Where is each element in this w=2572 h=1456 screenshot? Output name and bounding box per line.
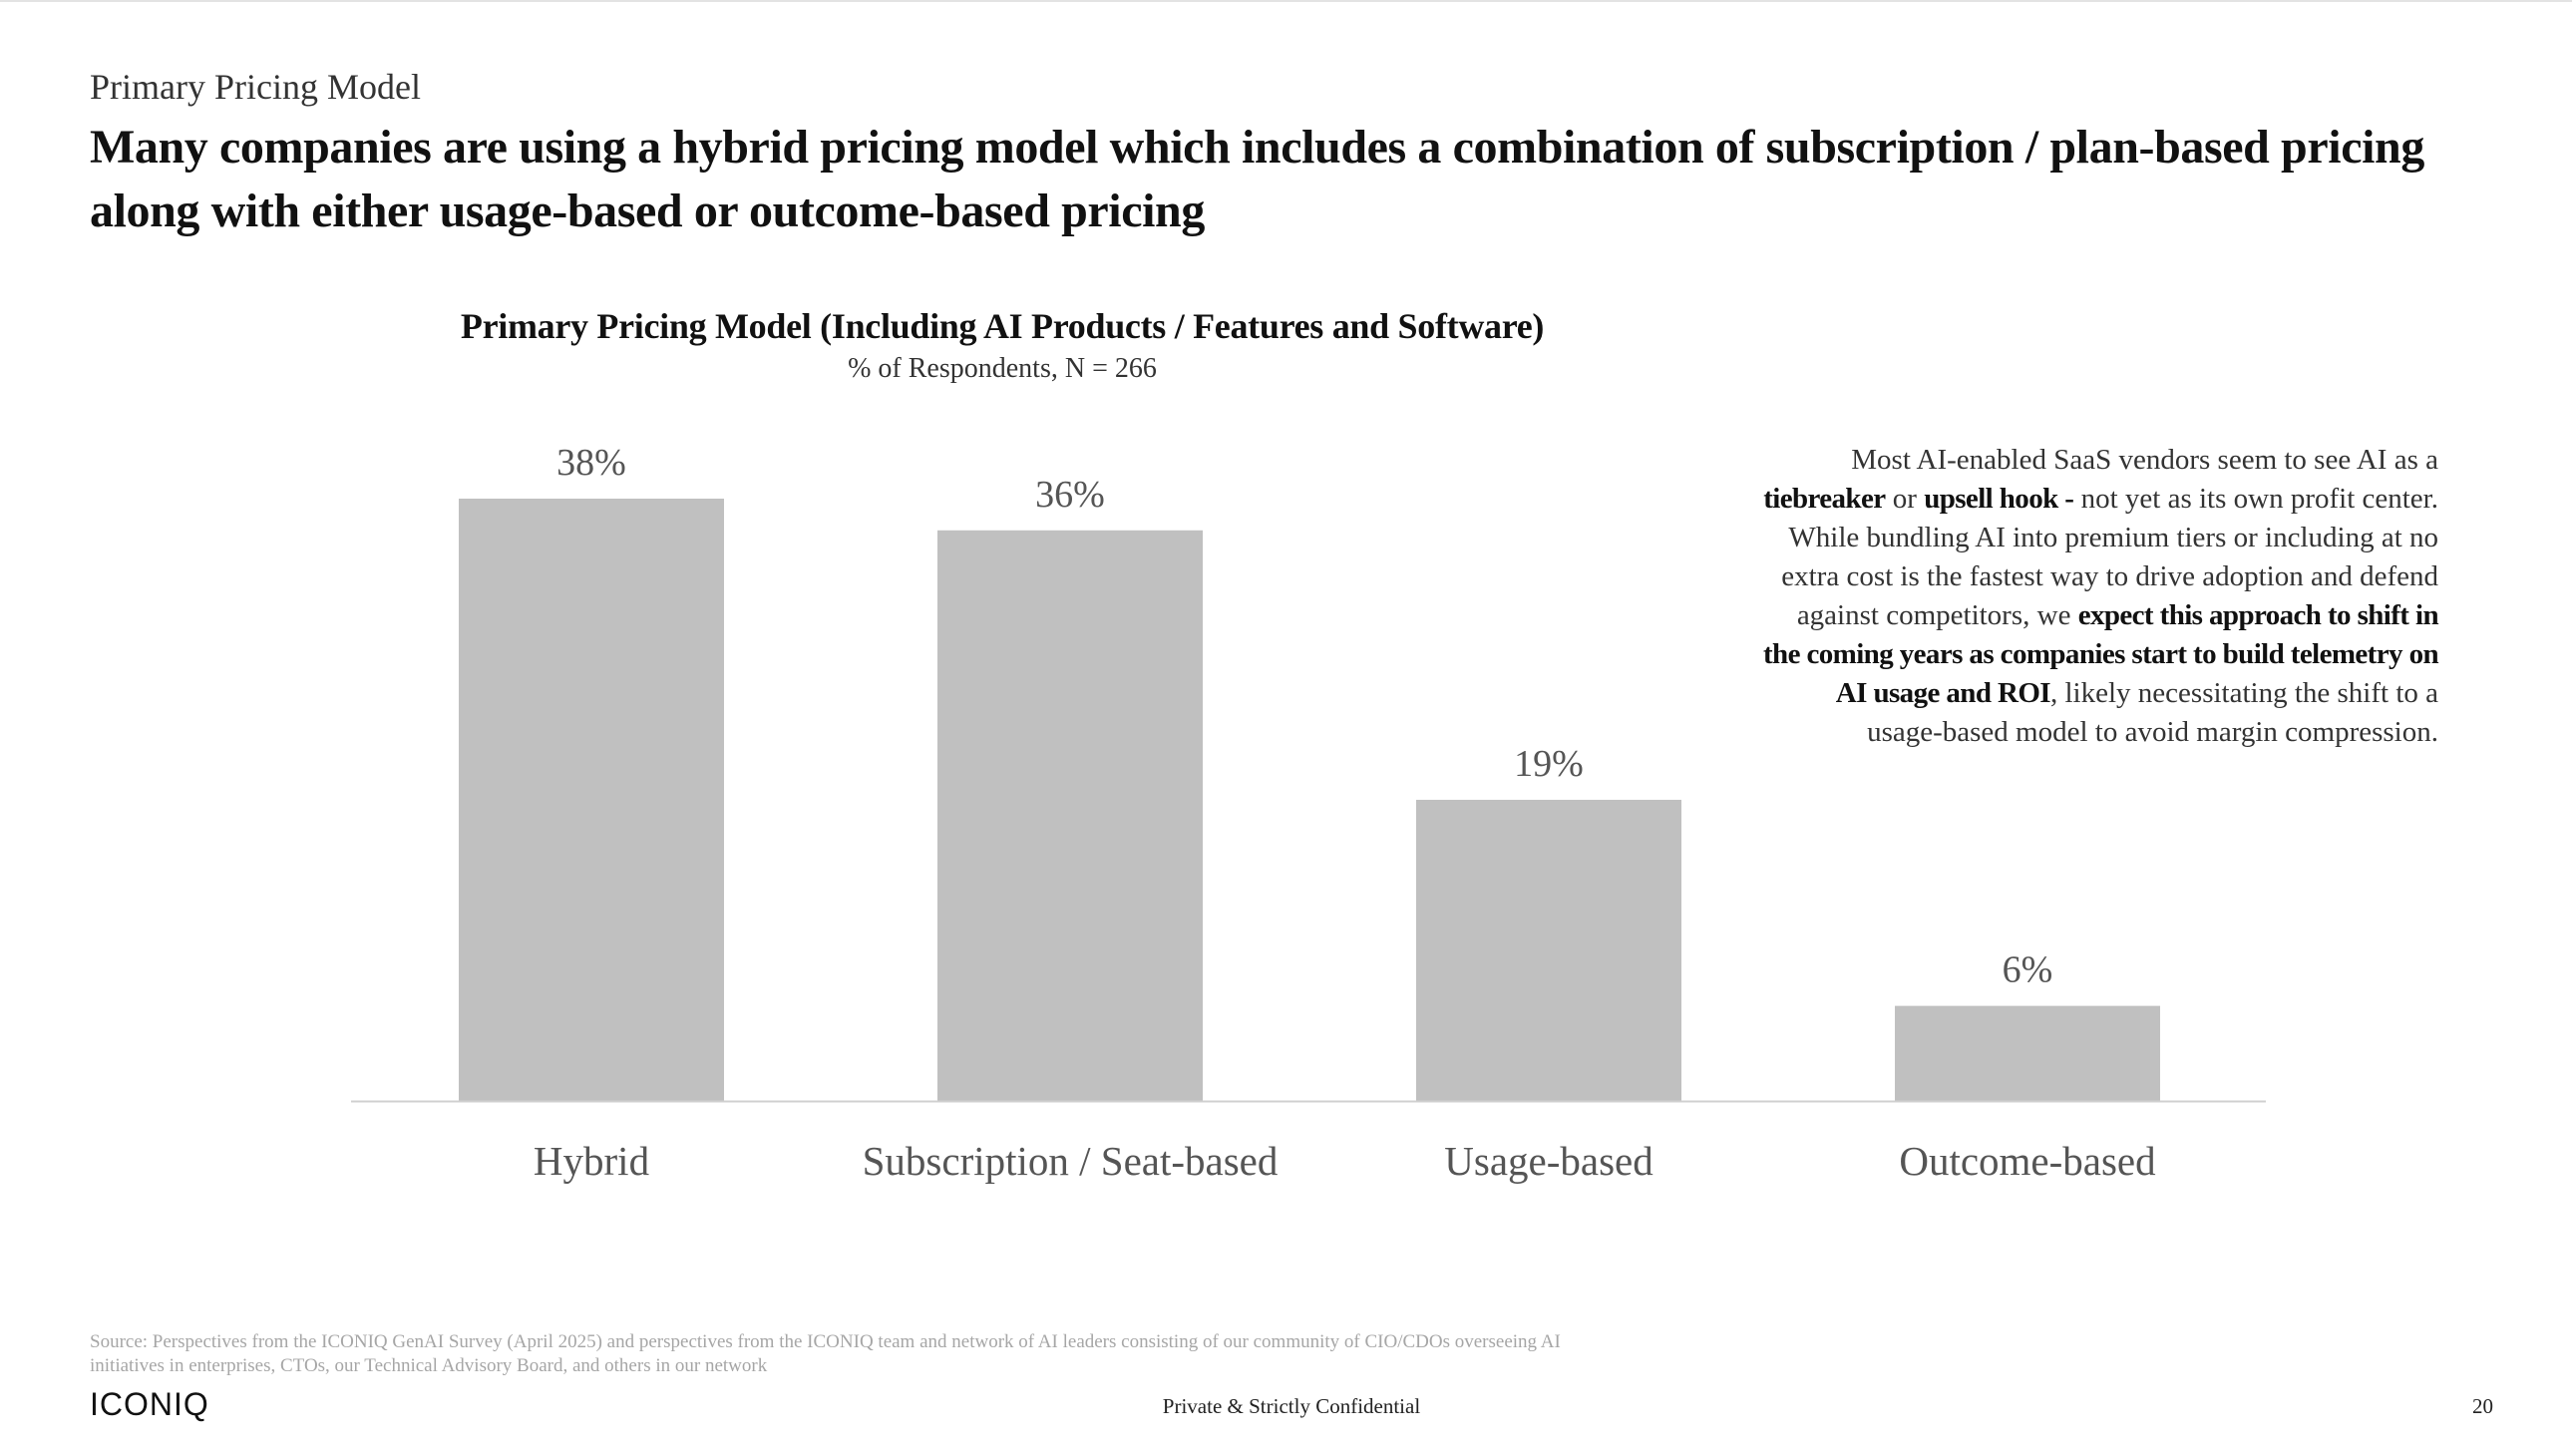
category-label: Hybrid [534, 1138, 649, 1184]
bar-usage-based [1416, 800, 1681, 1101]
source-note: Source: Perspectives from the ICONIQ Gen… [90, 1331, 1561, 1376]
chart-title: Primary Pricing Model (Including AI Prod… [460, 306, 1545, 346]
section-label: Primary Pricing Model [90, 67, 421, 107]
callout-text-3: not yet as its own profit center. While … [1781, 483, 2438, 631]
value-label: 36% [1035, 474, 1105, 516]
page-number: 20 [2472, 1394, 2493, 1418]
callout-bold-1: tiebreaker [1763, 483, 1886, 515]
callout-text-4: , likely necessitating the shift to a us… [1867, 677, 2438, 748]
iconiq-logo: ICONIQ [90, 1386, 209, 1422]
bar-outcome-based [1895, 1005, 2160, 1101]
callout-text-1: Most AI-enabled SaaS vendors seem to see… [1851, 444, 2438, 476]
category-label: Usage-based [1444, 1138, 1653, 1184]
slide-headline: Many companies are using a hybrid pricin… [90, 121, 2424, 237]
callout-text: Most AI-enabled SaaS vendors seem to see… [1755, 441, 2439, 752]
bar-hybrid [459, 499, 724, 1101]
callout-bold-2: upsell hook - [1924, 483, 2074, 515]
bar-subscription-seat-based [937, 530, 1203, 1101]
callout-text-2: or [1885, 483, 1925, 515]
value-label: 38% [556, 442, 626, 484]
chart-subtitle: % of Respondents, N = 266 [848, 353, 1157, 384]
value-label: 19% [1514, 743, 1584, 785]
confidentiality-notice: Private & Strictly Confidential [1162, 1394, 1421, 1418]
category-label: Subscription / Seat-based [863, 1138, 1279, 1184]
category-label: Outcome-based [1899, 1138, 2155, 1184]
top-divider [0, 0, 2572, 2]
callout-bold-3: expect this approach to shift in the com… [1762, 599, 2439, 709]
value-label: 6% [2003, 949, 2053, 991]
